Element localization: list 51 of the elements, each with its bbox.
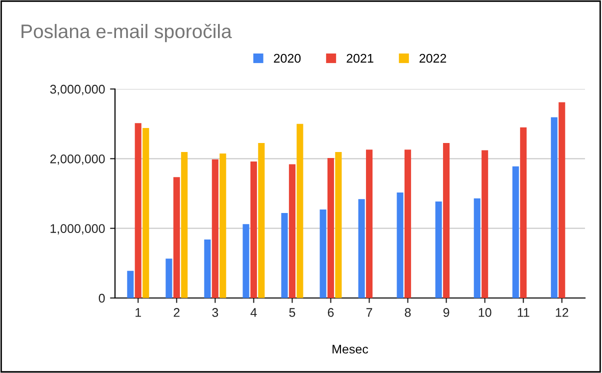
x-tick-label: 7 bbox=[366, 308, 372, 317]
bar bbox=[181, 152, 188, 298]
bar bbox=[550, 117, 558, 298]
bar bbox=[204, 239, 211, 298]
chart-title: Poslana e-mail sporočila bbox=[22, 24, 232, 42]
bar bbox=[134, 123, 142, 298]
bar bbox=[435, 202, 442, 298]
bar bbox=[281, 213, 288, 298]
x-tick-label: 3 bbox=[212, 308, 218, 317]
x-tick-label: 4 bbox=[250, 308, 257, 317]
x-tick-label: 5 bbox=[289, 308, 296, 317]
bar bbox=[288, 164, 296, 298]
y-tick-label: 2,000,000 bbox=[50, 154, 105, 165]
x-tick-label: 9 bbox=[443, 308, 450, 317]
bar bbox=[335, 152, 342, 298]
bar bbox=[220, 153, 226, 298]
x-tick-label: 1 bbox=[136, 308, 141, 317]
bar bbox=[366, 150, 373, 298]
bar bbox=[482, 150, 488, 298]
x-tick-label: 2 bbox=[174, 308, 180, 317]
bar bbox=[358, 199, 365, 298]
x-tick-label: 6 bbox=[328, 308, 334, 317]
bar bbox=[520, 127, 527, 298]
legend-label: 2022 bbox=[420, 54, 446, 63]
bar bbox=[320, 210, 326, 298]
bar bbox=[474, 198, 480, 298]
bar bbox=[242, 224, 250, 298]
bar bbox=[166, 258, 172, 298]
bar bbox=[258, 142, 265, 298]
bar bbox=[212, 159, 218, 298]
bar bbox=[142, 128, 150, 298]
bar bbox=[127, 270, 134, 298]
x-tick-label: 11 bbox=[518, 308, 530, 317]
x-axis-title: Mesec bbox=[332, 344, 368, 354]
y-tick-label: 0 bbox=[98, 294, 105, 303]
x-tick-label: 12 bbox=[556, 308, 568, 317]
bar bbox=[173, 177, 180, 298]
bar bbox=[404, 150, 412, 298]
legend-label: 2021 bbox=[346, 54, 374, 63]
y-tick-label: 1,000,000 bbox=[50, 224, 105, 234]
bar bbox=[396, 192, 404, 298]
bar bbox=[296, 124, 304, 298]
x-tick-label: 8 bbox=[404, 308, 411, 317]
x-tick-label: 10 bbox=[478, 308, 492, 317]
bar bbox=[250, 161, 257, 298]
bar bbox=[443, 142, 450, 298]
bar bbox=[327, 158, 334, 298]
legend-label: 2020 bbox=[274, 54, 301, 63]
y-tick-label: 3,000,000 bbox=[50, 84, 105, 96]
bar bbox=[558, 102, 566, 298]
bar bbox=[512, 166, 519, 298]
